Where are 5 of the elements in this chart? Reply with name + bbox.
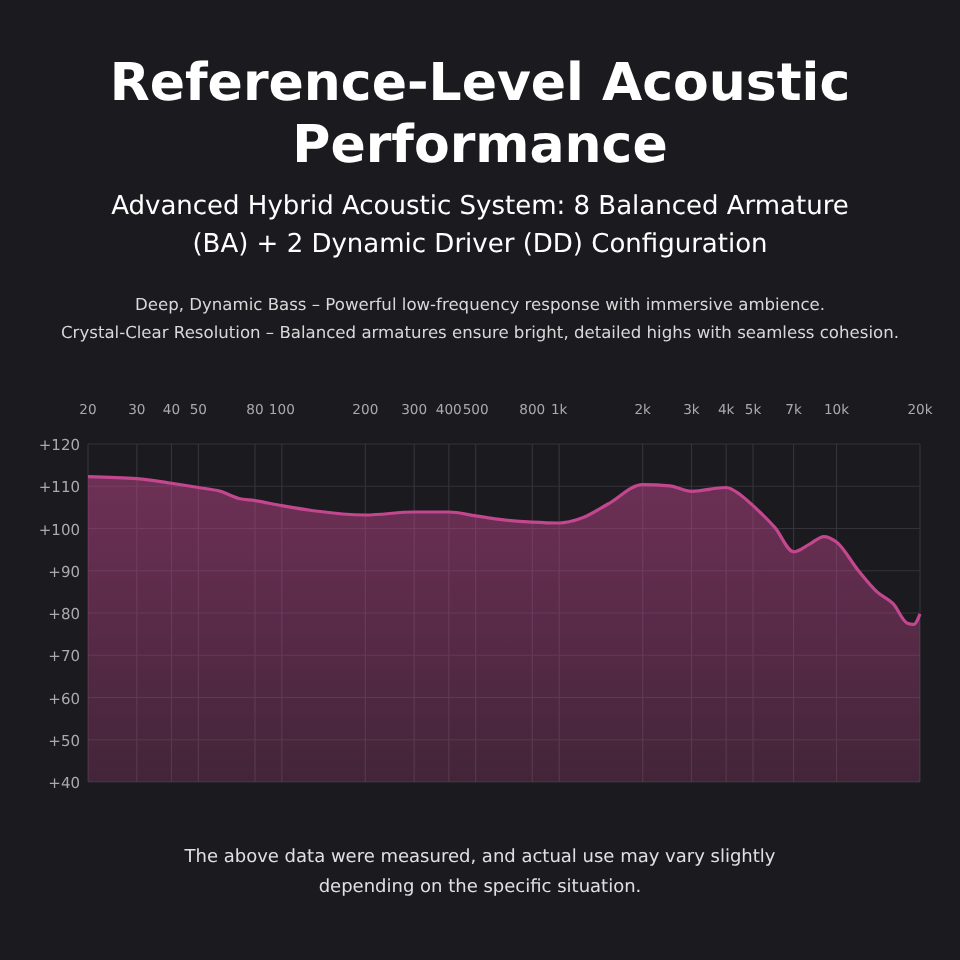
text: Deep, Dynamic Bass – Powerful low-frequency response with immersive ambience. [134,294,826,314]
chart-subtitle: Advanced Hybrid Acoustic System: 8 Balanced Armature (BA) + 2 Dynamic Driver (DD) Configuration [111,192,849,260]
text: Crystal-Clear Resolution – Balanced armatures ensure bright, detailed highs with seamless cohesion. [61,322,899,342]
text: The above data were measured, and actual use may vary slightly depending on the specific situation. [182,848,777,898]
chart-title: Reference-Level Acoustic Performance [109,54,851,176]
